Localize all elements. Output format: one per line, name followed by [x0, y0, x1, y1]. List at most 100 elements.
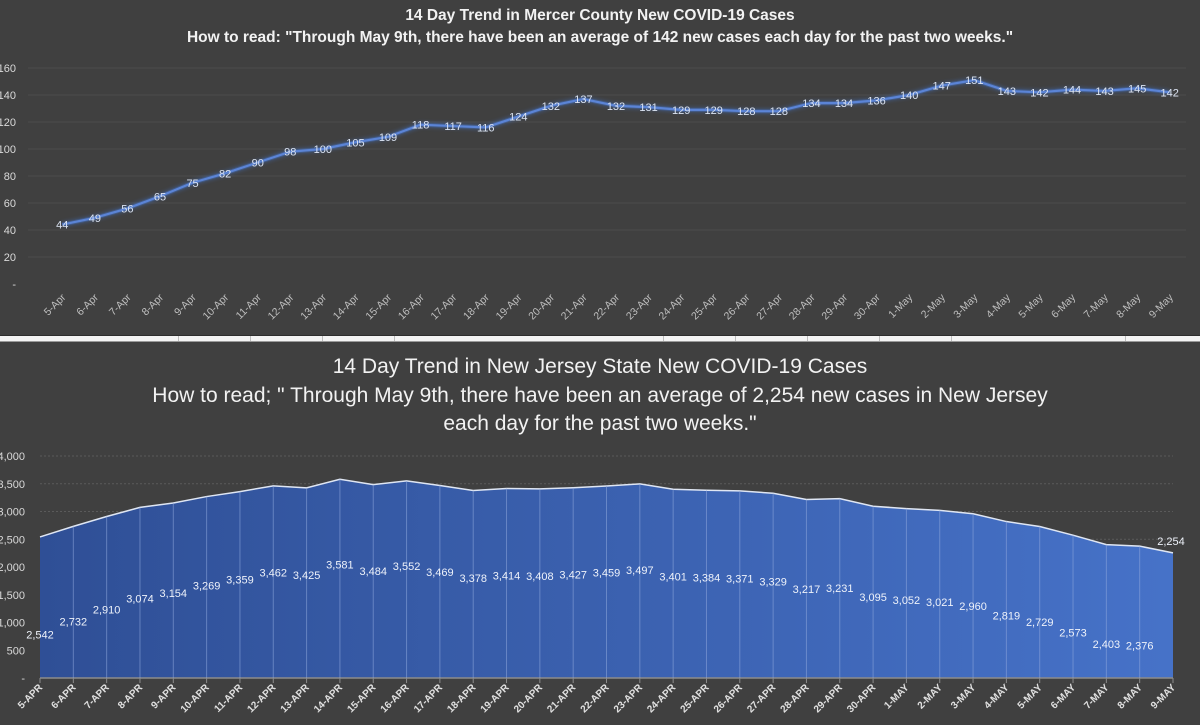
data-label: 3,484 [359, 566, 387, 578]
data-label: 98 [284, 147, 296, 159]
x-tick-label: 7-Apr [107, 291, 134, 318]
x-tick-label: 9-APR [149, 682, 179, 712]
series-line [62, 79, 1170, 226]
data-label: 3,414 [493, 571, 521, 583]
x-tick-label: 8-Apr [139, 291, 166, 318]
data-label: 109 [379, 132, 397, 144]
data-label: 116 [477, 122, 495, 134]
x-tick-label: 2-MAY [916, 682, 945, 711]
x-tick-label: 30-Apr [852, 291, 883, 322]
y-tick-label: 2,000 [0, 562, 25, 574]
data-label: 129 [705, 105, 723, 117]
x-tick-label: 7-APR [83, 682, 113, 712]
data-label: 100 [314, 144, 332, 156]
x-tick-label: 28-Apr [787, 291, 818, 322]
chart-divider [0, 335, 1200, 342]
y-tick-label: 1,500 [0, 590, 25, 602]
nj-chart-subtitle-line-2: each day for the past two weeks." [443, 412, 757, 435]
data-label: 2,573 [1059, 627, 1087, 639]
data-label: 131 [639, 102, 657, 114]
x-tick-label: 22-Apr [591, 291, 622, 322]
data-label: 151 [965, 75, 983, 87]
data-label: 145 [1128, 83, 1146, 95]
y-tick-label: 4,000 [0, 451, 25, 463]
data-label: 3,427 [559, 570, 587, 582]
x-tick-label: 29-Apr [819, 291, 850, 322]
x-tick-label: 7-May [1082, 291, 1112, 321]
data-label: 129 [672, 105, 690, 117]
y-tick-label: 120 [0, 117, 16, 129]
x-tick-label: 19-Apr [494, 291, 525, 322]
data-label: 3,401 [659, 571, 687, 583]
y-tick-label: 40 [4, 225, 16, 237]
x-tick-label: 15-APR [345, 682, 378, 715]
data-label: 49 [89, 213, 101, 225]
x-tick-label: 9-May [1147, 291, 1177, 321]
x-tick-label: 11-Apr [234, 291, 265, 322]
data-label: 3,329 [759, 576, 787, 588]
y-tick-label: 3,500 [0, 479, 25, 491]
x-tick-label: 5-APR [16, 682, 46, 712]
data-label: 3,074 [126, 594, 154, 606]
data-label: 143 [1095, 86, 1113, 98]
data-label: 132 [542, 101, 560, 113]
data-label: 3,408 [526, 571, 554, 583]
x-tick-label: 1-May [886, 291, 916, 321]
x-tick-label: 13-Apr [298, 291, 329, 322]
x-tick-label: 30-APR [845, 682, 878, 715]
data-label: 3,384 [693, 573, 721, 585]
data-label: 142 [1161, 87, 1179, 99]
data-label: 2,542 [26, 629, 54, 641]
x-tick-label: 10-Apr [200, 291, 231, 322]
data-label: 2,960 [959, 601, 987, 613]
x-tick-label: 14-Apr [331, 291, 362, 322]
data-label: 3,021 [926, 597, 954, 609]
data-label: 65 [154, 191, 166, 203]
y-tick-label: 160 [0, 63, 16, 75]
data-label: 3,462 [259, 567, 287, 579]
y-tick-label: 500 [7, 645, 25, 657]
x-tick-label: 6-MAY [1049, 682, 1078, 711]
x-tick-label: 14-APR [312, 682, 345, 715]
data-label: 118 [412, 120, 430, 132]
data-label: 134 [802, 98, 820, 110]
data-label: 3,052 [893, 595, 921, 607]
mercer-chart-subtitle: How to read: "Through May 9th, there hav… [186, 29, 1014, 46]
x-tick-label: 3-MAY [949, 682, 978, 711]
x-tick-label: 8-APR [116, 682, 146, 712]
nj-chart-title: 14 Day Trend in New Jersey State New COV… [332, 355, 868, 378]
data-label: 75 [186, 178, 198, 190]
x-tick-label: 7-MAY [1082, 682, 1111, 711]
y-tick-label: 100 [0, 144, 16, 156]
x-tick-label: 5-Apr [42, 291, 69, 318]
x-tick-label: 26-APR [712, 682, 745, 715]
data-label: 137 [574, 94, 592, 106]
x-tick-label: 21-APR [545, 682, 578, 715]
data-label: 3,497 [626, 565, 654, 577]
x-tick-label: 24-Apr [656, 291, 687, 322]
x-tick-label: 20-APR [512, 682, 545, 715]
nj-chart-subtitle-line-1: How to read; " Through May 9th, there ha… [152, 384, 1048, 407]
x-tick-label: 16-Apr [396, 291, 427, 322]
x-tick-label: 11-APR [213, 682, 246, 715]
data-label: 2,403 [1093, 639, 1121, 651]
data-label: 2,819 [993, 611, 1021, 623]
x-tick-label: 2-May [919, 291, 949, 321]
mercer-line-chart: - 20 40 60 80 100 120 140 160 44 49 56 65 75 82 90 98 10… [0, 63, 1186, 322]
x-tick-label: 22-APR [579, 682, 612, 715]
data-label: 3,231 [826, 583, 854, 595]
new-jersey-chart-panel: 14 Day Trend in New Jersey State New COV… [0, 342, 1200, 725]
y-tick-label: 2,500 [0, 534, 25, 546]
data-label: 134 [835, 98, 853, 110]
data-label: 117 [444, 121, 462, 133]
data-label: 3,425 [293, 570, 321, 582]
data-label: 142 [1030, 87, 1048, 99]
x-tick-label: 5-MAY [1016, 682, 1045, 711]
data-label: 3,371 [726, 573, 754, 585]
data-label: 132 [607, 101, 625, 113]
data-label: 136 [867, 95, 885, 107]
data-label: 2,254 [1157, 536, 1185, 548]
data-label: 44 [56, 220, 68, 232]
x-tick-label: 6-May [1049, 291, 1079, 321]
x-tick-label: 24-APR [645, 682, 678, 715]
